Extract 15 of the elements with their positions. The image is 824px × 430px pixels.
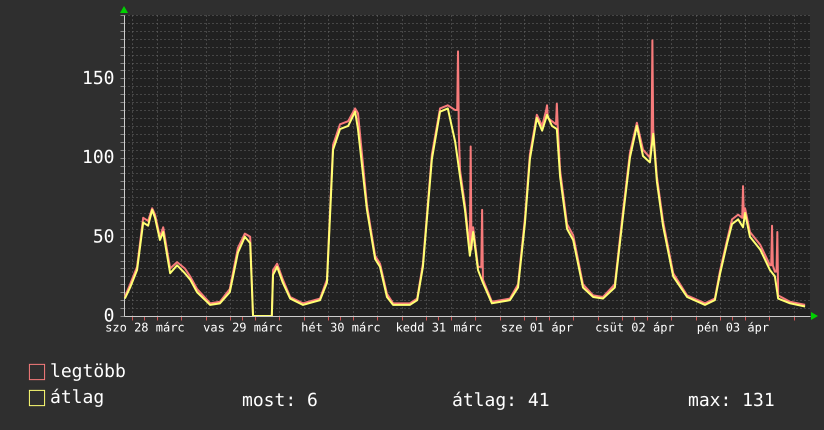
x-tick-label: vas 29 márc bbox=[203, 320, 283, 334]
y-tick-label: 50 bbox=[92, 226, 114, 248]
x-tick-label: hét 30 márc bbox=[301, 320, 381, 334]
x-tick-label: pén 03 ápr bbox=[696, 320, 770, 334]
x-tick-label: szo 28 márc bbox=[105, 320, 185, 334]
legend-label: legtöbb bbox=[50, 361, 126, 382]
y-tick-label: 100 bbox=[82, 147, 114, 168]
text: átlag: 41 bbox=[452, 390, 550, 411]
x-tick-label: sze 01 ápr bbox=[500, 320, 574, 334]
legend-label: átlag bbox=[50, 387, 104, 408]
x-tick-label: kedd 31 márc bbox=[396, 320, 482, 334]
text: most: 6 bbox=[242, 390, 318, 411]
x-tick-label: csüt 02 ápr bbox=[595, 320, 675, 334]
text: max: 131 bbox=[688, 390, 775, 411]
y-tick-label: 150 bbox=[82, 68, 114, 89]
